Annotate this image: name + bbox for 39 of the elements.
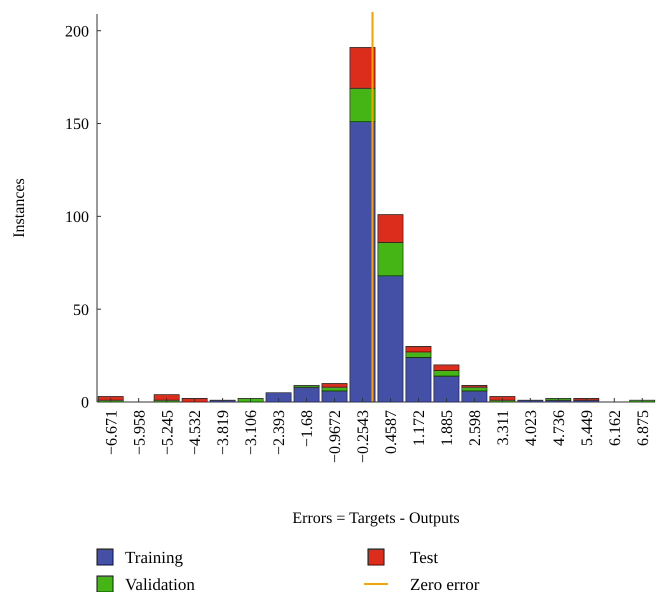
x-tick-label: −6.671	[103, 410, 120, 456]
x-tick-label: −5.958	[131, 410, 148, 456]
legend-label: Zero error	[410, 574, 480, 592]
legend-label: Validation	[125, 574, 196, 592]
y-tick-label: 0	[81, 394, 89, 412]
y-tick-label: 200	[65, 23, 89, 40]
legend-label: Training	[125, 548, 184, 567]
x-tick-label: −2.393	[271, 410, 288, 456]
x-tick-label: 1.885	[439, 410, 456, 446]
x-tick-label: 4.736	[550, 410, 568, 446]
x-tick-label: 0.4587	[383, 410, 400, 454]
bar	[266, 392, 292, 402]
x-tick-label: −5.245	[159, 410, 176, 456]
y-tick-label: 150	[65, 116, 89, 134]
legend-label: Test	[410, 548, 438, 567]
y-tick-label: 50	[73, 302, 89, 319]
bar	[294, 386, 320, 402]
x-tick-label: −0.2543	[355, 410, 372, 464]
x-tick-label: 5.449	[578, 410, 596, 446]
x-tick-label: −3.106	[243, 410, 260, 456]
y-tick-label: 100	[65, 208, 89, 226]
x-tick-label: −4.532	[187, 410, 204, 456]
x-tick-label: 6.162	[606, 410, 624, 446]
bar	[98, 396, 124, 400]
x-tick-label: 3.311	[494, 410, 512, 446]
x-tick-label: −0.9672	[327, 410, 344, 464]
x-tick-label: 2.598	[467, 410, 484, 446]
bar	[322, 390, 348, 402]
bar	[462, 390, 488, 402]
x-axis-title: Errors = Targets - Outputs	[292, 510, 460, 527]
x-tick-label: −3.819	[215, 410, 232, 456]
x-tick-label: 6.875	[634, 410, 652, 446]
x-tick-label: −1.68	[299, 410, 316, 448]
x-tick-label: 4.023	[522, 410, 540, 446]
bar	[322, 383, 348, 388]
y-axis-title: Instances	[11, 178, 28, 238]
bar	[490, 396, 516, 400]
bar	[154, 394, 180, 400]
x-tick-label: 1.172	[411, 410, 428, 446]
